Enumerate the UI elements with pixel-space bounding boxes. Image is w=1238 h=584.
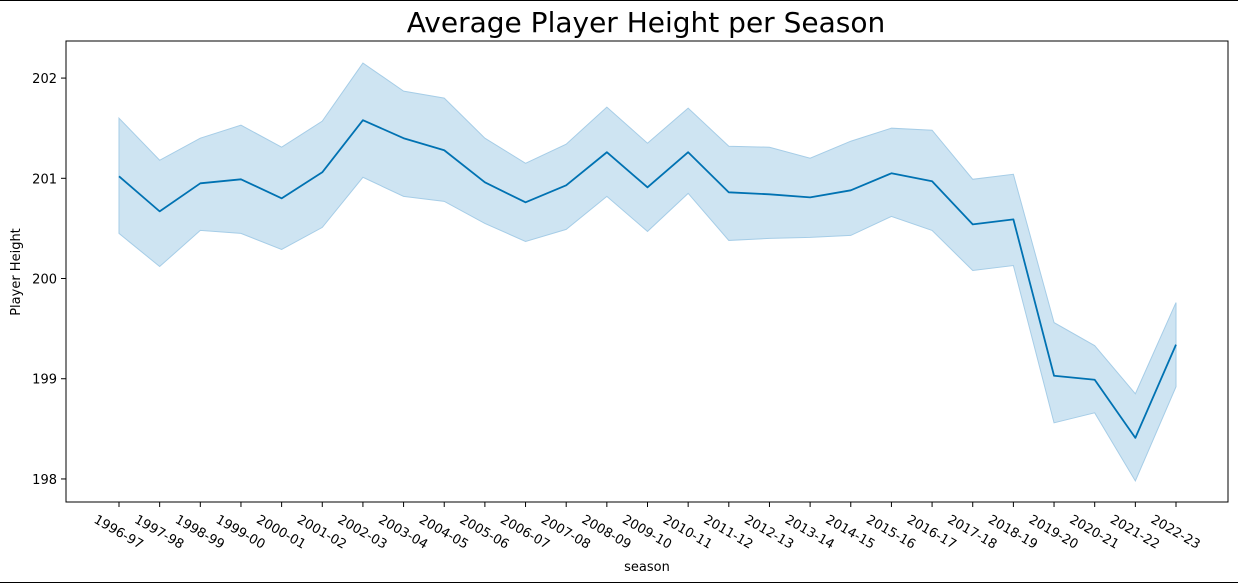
confidence-band-layer [118, 62, 1177, 483]
x-axis: 1996-971997-981998-991999-002000-012001-… [91, 502, 1203, 553]
confidence-band [118, 62, 1177, 483]
x-axis-label: season [624, 560, 670, 575]
y-axis: 198 199 200 201 202 [32, 72, 66, 488]
y-tick-label: 202 [32, 72, 57, 87]
y-tick-label: 198 [32, 473, 57, 488]
y-tick-label: 201 [32, 172, 57, 187]
top-border [0, 0, 1238, 1]
bottom-border [0, 582, 1238, 583]
y-tick-label: 200 [32, 273, 57, 288]
y-tick-label: 199 [32, 373, 57, 388]
plot-area [65, 40, 1229, 503]
y-axis-label: Player Height [9, 228, 24, 316]
chart-title: Average Player Height per Season [407, 6, 885, 39]
series-line-layer [118, 119, 1177, 439]
series-line [118, 119, 1177, 439]
